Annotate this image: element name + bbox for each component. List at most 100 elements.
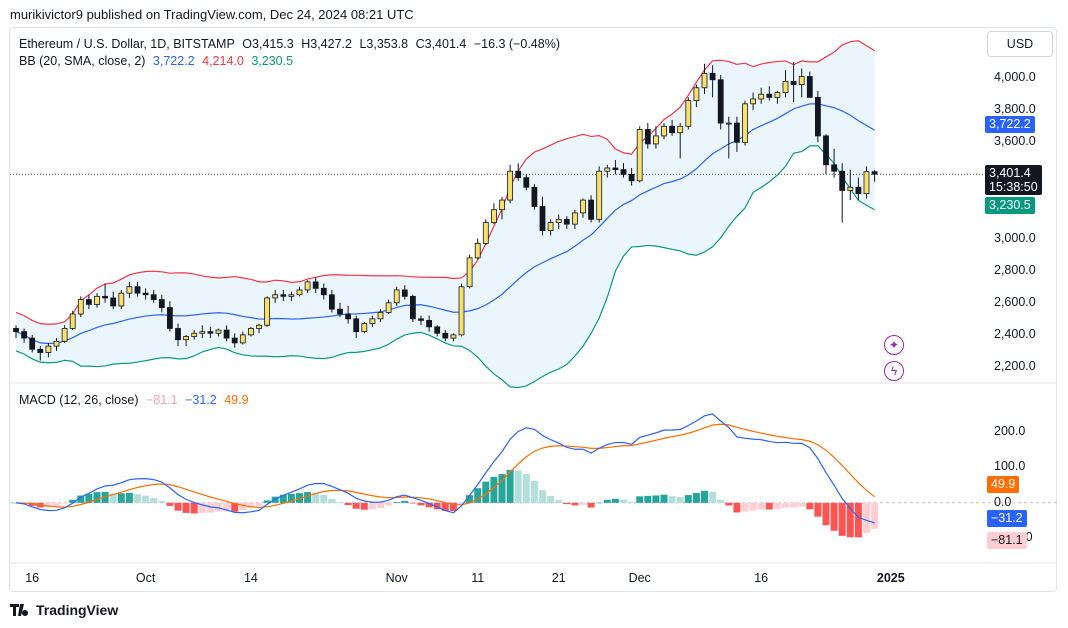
candle-body xyxy=(304,281,311,291)
candle-body xyxy=(442,332,449,339)
macd-histogram-bar xyxy=(263,500,271,503)
candle-body xyxy=(231,337,238,344)
ai-assistant-button[interactable]: ✦ xyxy=(884,335,904,355)
candle-body xyxy=(847,186,854,191)
candle xyxy=(661,123,667,140)
candle xyxy=(272,289,279,303)
time-axis-tick: 2025 xyxy=(876,571,905,585)
candle xyxy=(636,126,643,183)
macd-histogram-bar xyxy=(595,502,603,504)
open-value: O3,415.3 xyxy=(242,37,294,51)
macd-histogram-bar xyxy=(822,502,830,526)
candle-body xyxy=(150,294,157,300)
candle-body xyxy=(239,334,246,344)
candle-body xyxy=(539,206,546,231)
candle-body xyxy=(588,199,594,220)
macd-histogram-bar xyxy=(668,496,676,503)
candle-body xyxy=(701,72,708,89)
candle xyxy=(328,289,335,313)
candle-body xyxy=(102,295,108,299)
quick-action-button[interactable]: ϟ xyxy=(884,361,904,381)
candle xyxy=(815,90,821,143)
candle-body xyxy=(13,328,19,333)
macd-histogram-bar xyxy=(449,502,457,511)
candle xyxy=(94,293,100,308)
candle xyxy=(709,65,716,98)
macd-histogram-bar xyxy=(320,494,328,503)
macd-histogram-bar xyxy=(498,474,506,503)
price-axis-tick: 2,600.0 xyxy=(994,294,1036,309)
macd-histogram-bar xyxy=(393,502,401,503)
candle xyxy=(426,315,433,332)
candle xyxy=(620,163,627,178)
candle xyxy=(563,216,570,229)
candle xyxy=(126,281,133,298)
price-axis-tick: 4,000.0 xyxy=(994,70,1036,85)
macd-label[interactable]: MACD (12, 26, close) xyxy=(19,393,139,407)
candle-body xyxy=(86,299,92,305)
macd-histogram-bar xyxy=(717,499,725,503)
candle xyxy=(288,291,295,302)
macd-histogram-bar xyxy=(150,497,158,503)
candle-body xyxy=(94,295,100,305)
candle xyxy=(555,214,562,229)
macd-signal-line xyxy=(15,423,875,509)
candle-body xyxy=(507,170,514,201)
candle-body xyxy=(742,103,748,143)
macd-histogram-bar xyxy=(579,502,587,505)
time-axis-tick: 11 xyxy=(471,571,485,585)
candle-body xyxy=(596,170,603,220)
macd-histogram-bar xyxy=(296,493,303,503)
macd-histogram-bar xyxy=(830,502,838,531)
candle-body xyxy=(166,307,173,329)
macd-axis-tick: 100.0 xyxy=(994,459,1026,474)
candle xyxy=(758,87,765,104)
macd-line-tag: −31.2 xyxy=(987,510,1027,527)
candle xyxy=(474,238,481,260)
candle xyxy=(458,283,465,337)
macd-histogram-bar xyxy=(287,493,295,503)
macd-histogram-bar xyxy=(563,502,571,505)
candle xyxy=(110,291,117,310)
macd-histogram-bar xyxy=(198,502,206,514)
currency-button[interactable]: USD xyxy=(987,31,1053,57)
symbol-title[interactable]: Ethereum / U.S. Dollar, 1D, BITSTAMP xyxy=(19,37,235,51)
macd-histogram-bar xyxy=(134,494,141,503)
low-value: L3,353.8 xyxy=(359,37,409,51)
candle xyxy=(377,309,384,323)
candle xyxy=(847,169,854,201)
candle-body xyxy=(393,289,400,304)
macd-histogram-bar xyxy=(838,502,846,536)
candle-body xyxy=(409,295,416,320)
macd-histogram-bar xyxy=(620,499,627,503)
candle-body xyxy=(110,297,117,307)
candle xyxy=(385,299,392,315)
candle-body xyxy=(863,171,870,195)
tradingview-brand[interactable]: TradingView xyxy=(10,602,118,618)
macd-histogram-bar xyxy=(846,502,854,538)
candle xyxy=(531,184,538,210)
candle-body xyxy=(580,199,586,214)
candle xyxy=(304,280,311,294)
candle-body xyxy=(806,76,813,98)
macd-histogram-bar xyxy=(490,476,498,503)
macd-pane xyxy=(10,413,1057,538)
candle xyxy=(693,84,700,108)
candle xyxy=(215,328,222,337)
macd-histogram-bar xyxy=(863,502,870,533)
candle-body xyxy=(709,72,716,81)
time-axis-tick: 21 xyxy=(551,571,566,585)
candle xyxy=(13,325,19,339)
bb-label[interactable]: BB (20, SMA, close, 2) xyxy=(19,54,146,68)
candle xyxy=(547,219,554,236)
candle-body xyxy=(620,169,627,175)
candle xyxy=(296,286,303,297)
time-axis-tick: 16 xyxy=(25,571,40,585)
bb-basis-line xyxy=(15,103,875,345)
candle-body xyxy=(61,328,68,342)
candle-body xyxy=(823,135,829,166)
macd-axis-tick: 0.0 xyxy=(994,494,1012,509)
candle-body xyxy=(256,324,262,329)
macd-line-value: −31.2 xyxy=(185,393,217,407)
